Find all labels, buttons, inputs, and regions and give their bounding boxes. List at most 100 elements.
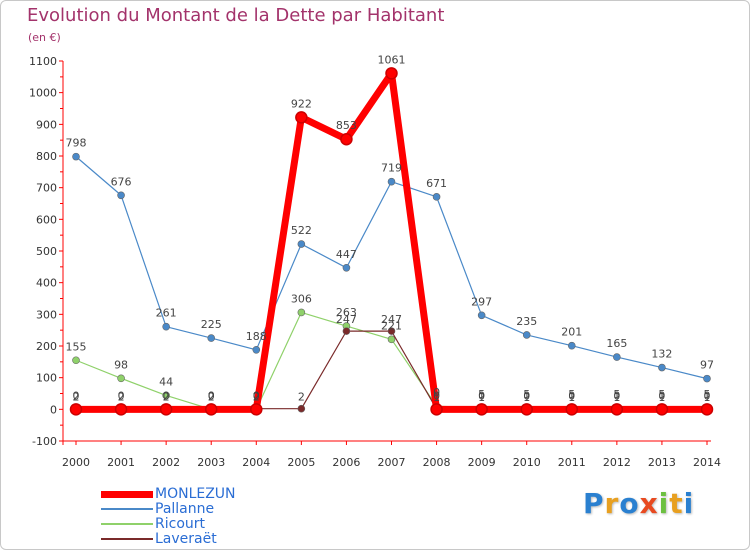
data-point: [432, 193, 441, 201]
data-point: [297, 308, 306, 317]
legend-label: Laveraët: [155, 531, 217, 547]
data-label: 0: [478, 389, 485, 402]
y-tick-label: 1000: [29, 87, 57, 100]
data-point: [387, 335, 396, 344]
data-label: 235: [516, 315, 537, 328]
logo-letter: x: [639, 487, 659, 520]
x-tick-label: 2007: [378, 456, 406, 469]
data-point: [162, 391, 170, 400]
data-label: 0: [253, 389, 260, 402]
legend-swatch: [101, 508, 153, 510]
data-label: 1: [478, 391, 485, 404]
data-label: 676: [111, 175, 132, 188]
data-label: 263: [336, 306, 357, 319]
data-label: 221: [381, 319, 402, 332]
data-label: 719: [381, 162, 402, 175]
data-point: [69, 403, 83, 416]
chart-title: Evolution du Montant de la Dette par Hab…: [27, 5, 445, 26]
data-label: 2: [163, 391, 170, 404]
y-tick-label: 400: [36, 277, 57, 290]
data-label: 1: [704, 391, 711, 404]
x-tick-label: 2004: [242, 456, 270, 469]
x-tick-label: 2001: [107, 456, 135, 469]
x-tick-label: 2003: [197, 456, 225, 469]
data-point: [72, 356, 80, 365]
logo-letter: i: [683, 487, 695, 520]
data-label: 165: [606, 337, 627, 350]
logo-letter: r: [604, 487, 620, 520]
data-label: 447: [336, 248, 357, 261]
y-tick-label: 300: [36, 308, 57, 321]
data-label: 522: [291, 224, 312, 237]
data-point: [613, 353, 621, 361]
data-point: [610, 403, 624, 416]
data-label: 132: [651, 348, 672, 361]
data-label: 155: [66, 340, 87, 353]
data-label: 261: [156, 307, 177, 320]
data-label: 5: [523, 388, 530, 401]
data-point: [162, 322, 170, 331]
data-label: 0: [658, 389, 665, 402]
data-point: [117, 191, 125, 200]
y-tick-label: -100: [32, 435, 57, 448]
x-tick-label: 2014: [693, 456, 721, 469]
y-tick-label: 600: [36, 213, 57, 226]
data-label: 0: [523, 389, 530, 402]
x-tick-label: 2005: [287, 456, 315, 469]
data-label: 1061: [378, 53, 406, 66]
data-label: 0: [704, 389, 711, 402]
data-label: 0: [73, 389, 80, 402]
data-label: 188: [246, 330, 267, 343]
data-point: [477, 311, 486, 320]
data-point: [342, 263, 351, 272]
data-point: [430, 403, 443, 416]
x-tick-label: 2002: [152, 456, 180, 469]
y-tick-label: 1100: [29, 55, 57, 68]
data-label: 2: [298, 391, 305, 404]
data-point: [297, 404, 306, 413]
data-point: [567, 341, 576, 350]
data-label: 297: [471, 295, 492, 308]
data-label: 0: [208, 389, 215, 402]
data-label: 0: [208, 389, 215, 402]
data-point: [207, 334, 216, 342]
data-label: 247: [381, 313, 402, 326]
data-label: 5: [704, 388, 711, 401]
data-label: 0: [568, 389, 575, 402]
data-label: 98: [114, 358, 128, 371]
y-tick-label: 100: [36, 372, 57, 385]
proxiti-logo: Proxiti: [583, 487, 694, 520]
data-point: [204, 403, 218, 416]
data-point: [475, 403, 488, 416]
y-tick-label: 0: [50, 403, 57, 416]
data-point: [342, 327, 351, 335]
series-monlezun: [69, 67, 714, 416]
legend-label: Ricourt: [155, 516, 205, 532]
legend-label: MONLEZUN: [155, 486, 236, 502]
data-point: [114, 403, 128, 416]
legend-swatch: [101, 538, 153, 540]
data-label: 1: [658, 391, 665, 404]
y-tick-label: 800: [36, 150, 57, 163]
data-label: 0: [613, 389, 620, 402]
data-point: [72, 152, 80, 161]
x-tick-label: 2009: [468, 456, 496, 469]
y-tick-label: 700: [36, 182, 57, 195]
data-label: 5: [568, 388, 575, 401]
series-line: [76, 69, 707, 413]
data-point: [385, 67, 398, 80]
data-label: 671: [426, 177, 447, 190]
data-label: 0: [118, 389, 125, 402]
data-label: 5: [478, 388, 485, 401]
data-point: [250, 403, 263, 416]
data-label: 0: [433, 389, 440, 402]
data-point: [159, 403, 173, 416]
data-point: [297, 240, 306, 248]
data-label: 922: [291, 97, 312, 110]
data-point: [703, 374, 711, 383]
logo-letter: P: [583, 487, 605, 520]
data-point: [340, 132, 353, 146]
x-tick-label: 2008: [423, 456, 451, 469]
y-tick-label: 200: [36, 340, 57, 353]
